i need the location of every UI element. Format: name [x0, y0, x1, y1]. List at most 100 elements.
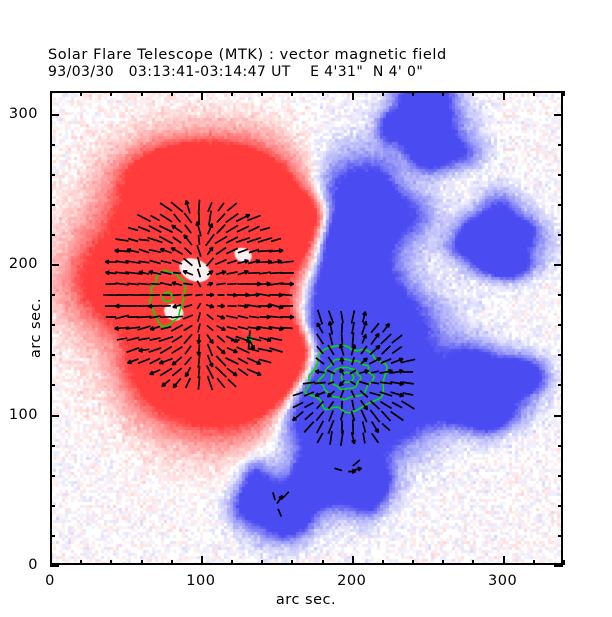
- contour-negative-mid: [317, 358, 376, 401]
- field-vector: [136, 315, 152, 319]
- pore-marker: [246, 336, 253, 343]
- field-vector: [327, 356, 335, 366]
- field-vector: [225, 357, 239, 365]
- field-vector: [235, 335, 251, 343]
- field-vector: [237, 270, 249, 276]
- field-vector: [259, 271, 271, 275]
- field-vector: [370, 432, 380, 444]
- field-vector-head: [364, 369, 370, 375]
- field-vector: [138, 282, 150, 286]
- field-vector: [207, 223, 213, 235]
- field-vector-head: [289, 314, 295, 320]
- x-tick-top: [261, 91, 264, 96]
- y-tick: [50, 143, 55, 146]
- x-tick: [291, 560, 294, 565]
- field-vector: [214, 235, 228, 245]
- field-vector-head: [233, 348, 238, 354]
- x-tick-label: 100: [186, 573, 216, 589]
- field-vector: [125, 326, 141, 330]
- field-vector: [137, 213, 151, 223]
- field-vector: [248, 315, 260, 319]
- field-vector: [380, 410, 392, 422]
- field-vector: [247, 326, 261, 330]
- y-tick: [50, 173, 55, 176]
- y-tick-right: [558, 294, 563, 297]
- field-vector: [195, 293, 203, 297]
- field-vector: [127, 282, 139, 286]
- field-vector: [402, 381, 414, 385]
- x-tick-top: [442, 91, 445, 96]
- field-vector-head: [357, 466, 363, 472]
- field-vector: [304, 411, 314, 421]
- field-vector: [292, 391, 304, 397]
- field-vector: [315, 333, 325, 345]
- field-vector: [360, 399, 368, 411]
- field-vector: [369, 400, 381, 410]
- contour-overlay: [148, 269, 388, 414]
- field-vector: [148, 346, 162, 354]
- field-vector: [115, 260, 129, 264]
- field-vector: [327, 400, 335, 410]
- field-vector: [340, 310, 344, 324]
- field-vector-head: [104, 259, 110, 265]
- field-vector: [257, 236, 273, 244]
- field-vector: [236, 225, 250, 233]
- field-vector: [349, 369, 357, 375]
- y-tick-right: [558, 504, 563, 507]
- field-vector: [390, 410, 404, 422]
- field-vector: [270, 237, 282, 243]
- field-vector-head: [208, 270, 214, 275]
- field-vector: [292, 401, 304, 409]
- y-tick-right: [558, 233, 563, 236]
- y-tick: [50, 504, 55, 507]
- field-vector: [339, 389, 345, 399]
- field-vector: [328, 321, 334, 335]
- x-tick-label: 300: [488, 573, 518, 589]
- field-vector: [225, 212, 239, 224]
- field-vector-head: [172, 383, 178, 389]
- y-tick: [50, 264, 59, 267]
- y-tick: [50, 384, 55, 387]
- x-tick-label: 200: [337, 573, 367, 589]
- field-vector: [215, 355, 227, 367]
- field-vector-head: [267, 259, 273, 265]
- x-tick-top: [170, 91, 173, 96]
- field-vector: [258, 260, 272, 264]
- x-tick: [532, 560, 535, 565]
- field-vector: [360, 409, 368, 423]
- field-vector: [390, 370, 404, 374]
- field-vector: [183, 293, 193, 297]
- field-vector: [149, 368, 161, 376]
- field-vector: [197, 234, 201, 246]
- field-vector: [127, 226, 139, 232]
- field-vector-head: [221, 326, 227, 331]
- field-vector: [225, 224, 239, 234]
- field-vector-head: [327, 321, 333, 326]
- field-vector: [226, 346, 238, 354]
- field-vector: [149, 336, 161, 342]
- field-vector: [114, 326, 130, 330]
- field-vector: [379, 369, 393, 375]
- field-vector-head: [314, 369, 320, 375]
- field-vector-head: [149, 370, 154, 376]
- field-vector-head: [159, 247, 165, 253]
- field-vector: [196, 256, 202, 268]
- field-vector: [248, 330, 251, 337]
- field-vector: [316, 309, 324, 325]
- field-vector: [115, 314, 129, 320]
- x-tick-top: [140, 91, 143, 96]
- field-vector: [127, 237, 139, 243]
- field-vector: [315, 410, 325, 422]
- field-vector-head: [362, 311, 367, 316]
- x-tick-top: [50, 91, 52, 100]
- field-vector: [125, 271, 141, 275]
- field-vector: [259, 293, 271, 297]
- field-vector: [227, 282, 237, 286]
- field-vector: [369, 391, 381, 397]
- field-vector: [281, 293, 293, 297]
- field-vector: [148, 248, 162, 254]
- y-tick-right: [558, 203, 563, 206]
- field-vector-head: [385, 322, 391, 328]
- field-vector-head: [221, 270, 227, 276]
- field-vector: [316, 322, 324, 334]
